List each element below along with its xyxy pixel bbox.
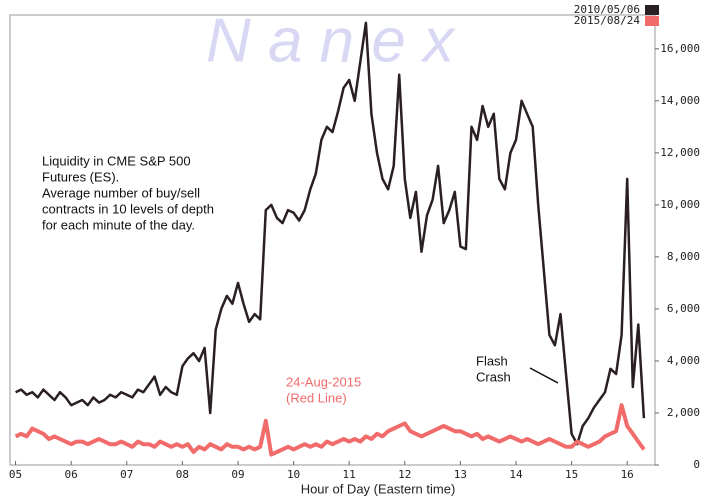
annotation: for each minute of the day. xyxy=(42,217,195,232)
x-tick-label: 13 xyxy=(454,468,467,481)
y-tick-label: 0 xyxy=(693,458,700,471)
plot-frame xyxy=(9,14,656,466)
annotation: Futures (ES). xyxy=(42,169,119,184)
legend-label: 2010/05/06 xyxy=(574,3,640,16)
flash-crash-label: Flash xyxy=(476,353,508,368)
y-tick-label: 16,000 xyxy=(660,42,700,55)
x-tick-label: 10 xyxy=(287,468,300,481)
y-tick-label: 10,000 xyxy=(660,198,700,211)
x-axis-label: Hour of Day (Eastern time) xyxy=(301,481,456,496)
y-tick-label: 2,000 xyxy=(667,406,700,419)
flash-crash-pointer xyxy=(529,367,559,384)
y-tick-label: 14,000 xyxy=(660,94,700,107)
legend-swatch xyxy=(645,5,659,15)
x-tick-label: 12 xyxy=(398,468,411,481)
annotation: Liquidity in CME S&P 500 xyxy=(42,153,191,168)
y-tick-label: 8,000 xyxy=(667,250,700,263)
x-tick-label: 07 xyxy=(120,468,133,481)
x-tick-label: 09 xyxy=(231,468,244,481)
x-tick-label: 11 xyxy=(343,468,356,481)
red-note: (Red Line) xyxy=(286,390,347,405)
annotation: Average number of buy/sell xyxy=(42,185,200,200)
watermark: N a n e x xyxy=(206,6,456,75)
series-line xyxy=(15,21,646,446)
x-tick-label: 15 xyxy=(565,468,578,481)
legend-label: 2015/08/24 xyxy=(574,14,641,27)
x-tick-label: 05 xyxy=(9,468,22,481)
flash-crash-label: Crash xyxy=(476,369,511,384)
x-tick-label: 14 xyxy=(509,468,523,481)
x-tick-label: 08 xyxy=(176,468,189,481)
annotation: contracts in 10 levels of depth xyxy=(42,201,214,216)
x-tick-label: 06 xyxy=(65,468,78,481)
legend-swatch xyxy=(645,16,659,26)
red-note: 24-Aug-2015 xyxy=(286,374,361,389)
y-tick-label: 4,000 xyxy=(667,354,700,367)
y-tick-label: 12,000 xyxy=(660,146,700,159)
series-line xyxy=(14,403,646,457)
x-tick-label: 16 xyxy=(621,468,634,481)
y-tick-label: 6,000 xyxy=(667,302,700,315)
